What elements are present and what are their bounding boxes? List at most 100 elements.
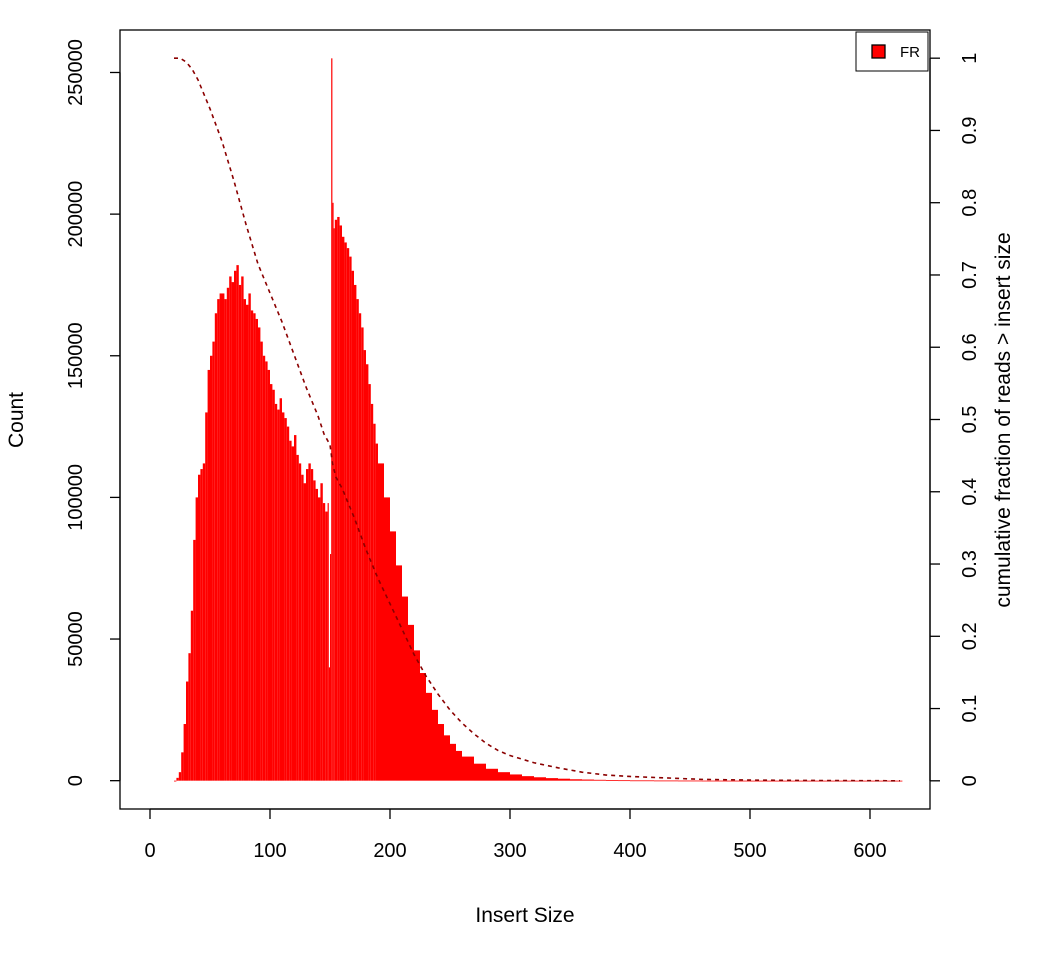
histogram-bar	[456, 750, 462, 781]
histogram-bar	[308, 463, 311, 781]
histogram-bar	[234, 270, 237, 781]
histogram-bar	[351, 270, 354, 781]
histogram-bar	[522, 776, 534, 781]
histogram-bar	[318, 497, 321, 781]
histogram-bar	[183, 724, 186, 781]
histogram-bar	[325, 511, 328, 781]
histogram-bar	[780, 780, 810, 782]
y2-tick-label: 0.2	[959, 622, 981, 650]
histogram-bar	[294, 435, 297, 781]
histogram-bar	[253, 313, 256, 781]
histogram-bar	[363, 350, 366, 781]
histogram-bar	[202, 463, 206, 781]
histogram-bar	[188, 653, 191, 781]
histogram-bar	[370, 403, 374, 781]
histogram-bar	[900, 780, 903, 782]
y-tick-label: 150000	[65, 322, 87, 389]
histogram-bar	[334, 219, 338, 781]
histogram-bar	[301, 474, 304, 781]
histogram-bar	[328, 667, 330, 781]
histogram-bar	[606, 780, 618, 781]
histogram-bar	[366, 364, 369, 781]
histogram-bar	[327, 503, 329, 781]
y-tick-label: 100000	[65, 464, 87, 531]
legend-label-fr: FR	[900, 44, 920, 61]
y-axis-left: 0 50000 100000 150000 200000 250000	[65, 39, 121, 786]
x-axis-title: Insert Size	[475, 904, 574, 927]
histogram-bar	[450, 743, 456, 781]
histogram-bar	[332, 202, 334, 781]
histogram-bar	[200, 469, 203, 781]
y-tick-label: 50000	[65, 611, 87, 667]
histogram-bar	[368, 384, 371, 781]
y2-tick-label: 0.4	[959, 478, 981, 506]
histogram-bar	[510, 774, 522, 781]
histogram-bar	[272, 389, 275, 781]
histogram-bar	[289, 440, 292, 781]
histogram-bar	[241, 276, 244, 781]
histogram-bar	[384, 497, 390, 781]
histogram-bar	[330, 554, 332, 781]
histogram-bar	[286, 426, 290, 781]
histogram-bar	[260, 341, 263, 781]
histogram-bar	[255, 318, 258, 781]
histogram-bar	[344, 242, 347, 781]
histogram-bar	[498, 772, 510, 781]
histogram-bar	[349, 256, 352, 781]
histogram-bar	[402, 596, 408, 781]
histogram-bar	[226, 287, 230, 781]
histogram-bar	[243, 299, 246, 781]
histogram-bar	[193, 539, 196, 781]
histogram-bar	[337, 216, 340, 781]
histogram-bar	[390, 531, 396, 781]
histogram-bar	[582, 779, 594, 781]
histogram-bar	[414, 650, 420, 781]
histogram-bar	[570, 779, 582, 781]
histogram-bar	[339, 225, 342, 781]
histogram-bar	[654, 780, 678, 782]
y-axis-right: 0 0.1 0.2 0.3 0.4 0.5 0.6 0.7 0.8 0.9 1	[929, 53, 981, 786]
histogram-bar	[229, 276, 232, 781]
histogram-bar	[358, 313, 362, 781]
legend: FR	[855, 31, 929, 72]
x-tick-label: 500	[733, 840, 766, 862]
histogram-bar	[207, 369, 210, 781]
y2-tick-label: 0.7	[959, 261, 981, 289]
histogram-bar	[534, 777, 546, 781]
y-axis-title: Count	[5, 392, 28, 448]
histogram-bar	[198, 474, 201, 781]
histogram-bar	[176, 777, 179, 781]
histogram-bar	[267, 369, 270, 781]
histogram-bar	[298, 463, 302, 781]
histogram-bar	[195, 497, 198, 781]
histogram-bar	[214, 313, 218, 781]
y-tick-label: 0	[65, 775, 87, 786]
cumulative-fraction-line	[174, 57, 901, 782]
histogram-bar	[224, 299, 227, 781]
histogram-bar	[432, 709, 438, 781]
legend-box	[855, 31, 929, 72]
histogram-bar	[296, 454, 299, 781]
histogram-bar	[426, 692, 432, 781]
histogram-bar	[186, 681, 189, 781]
histogram-bar	[546, 778, 558, 781]
histogram-bar	[238, 284, 242, 781]
y2-tick-label: 0	[959, 775, 981, 786]
histogram-bar	[222, 293, 225, 781]
histogram-bar	[378, 463, 384, 781]
histogram-bar	[354, 284, 357, 781]
histogram-bar	[313, 480, 316, 781]
x-tick-label: 300	[493, 840, 526, 862]
histogram-bar	[246, 304, 249, 781]
histogram-bar	[277, 409, 280, 781]
y2-tick-label: 0.8	[959, 189, 981, 217]
histogram-bar	[217, 299, 220, 781]
histogram-bar	[262, 355, 266, 781]
histogram-bar	[361, 327, 364, 781]
histogram-bar	[279, 398, 282, 781]
histogram-bar	[284, 418, 287, 781]
histogram-bar	[181, 752, 184, 781]
histogram-bar	[190, 610, 194, 781]
x-tick-label: 600	[853, 840, 886, 862]
